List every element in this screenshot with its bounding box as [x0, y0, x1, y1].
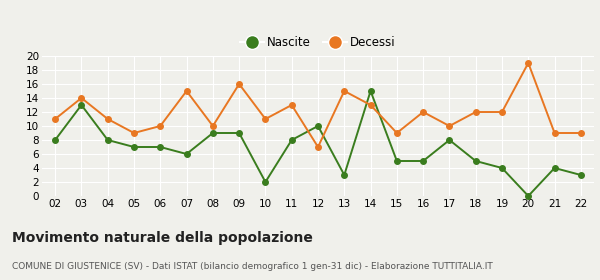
Nascite — [393, 159, 400, 163]
Decessi — [209, 124, 217, 128]
Nascite — [577, 173, 584, 177]
Decessi — [183, 89, 190, 93]
Decessi — [52, 117, 59, 121]
Decessi — [551, 131, 558, 135]
Decessi — [446, 124, 453, 128]
Nascite — [551, 166, 558, 170]
Nascite — [262, 180, 269, 184]
Decessi — [104, 117, 112, 121]
Text: Movimento naturale della popolazione: Movimento naturale della popolazione — [12, 231, 313, 245]
Text: COMUNE DI GIUSTENICE (SV) - Dati ISTAT (bilancio demografico 1 gen-31 dic) - Ela: COMUNE DI GIUSTENICE (SV) - Dati ISTAT (… — [12, 262, 493, 271]
Nascite — [78, 103, 85, 107]
Decessi — [577, 131, 584, 135]
Nascite — [288, 138, 295, 142]
Decessi — [157, 124, 164, 128]
Nascite — [499, 166, 506, 170]
Decessi — [393, 131, 400, 135]
Nascite — [236, 131, 243, 135]
Nascite — [341, 173, 348, 177]
Nascite — [209, 131, 217, 135]
Decessi — [236, 82, 243, 86]
Decessi — [78, 96, 85, 100]
Nascite — [367, 89, 374, 93]
Nascite — [419, 159, 427, 163]
Decessi — [130, 131, 137, 135]
Nascite — [130, 145, 137, 149]
Decessi — [288, 103, 295, 107]
Decessi — [262, 117, 269, 121]
Nascite — [446, 138, 453, 142]
Decessi — [419, 110, 427, 114]
Nascite — [524, 194, 532, 198]
Line: Nascite: Nascite — [52, 88, 584, 199]
Nascite — [472, 159, 479, 163]
Decessi — [472, 110, 479, 114]
Nascite — [104, 138, 112, 142]
Line: Decessi: Decessi — [52, 60, 584, 150]
Decessi — [499, 110, 506, 114]
Decessi — [314, 145, 322, 149]
Nascite — [314, 124, 322, 128]
Nascite — [157, 145, 164, 149]
Decessi — [367, 103, 374, 107]
Nascite — [52, 138, 59, 142]
Nascite — [183, 152, 190, 156]
Decessi — [524, 61, 532, 65]
Legend: Nascite, Decessi: Nascite, Decessi — [235, 31, 401, 53]
Decessi — [341, 89, 348, 93]
